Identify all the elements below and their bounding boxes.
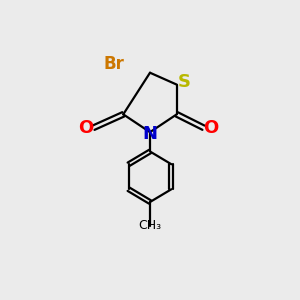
- Text: O: O: [203, 119, 219, 137]
- Text: CH₃: CH₃: [138, 219, 162, 232]
- Text: Br: Br: [104, 55, 125, 73]
- Text: S: S: [178, 73, 191, 91]
- Text: O: O: [79, 119, 94, 137]
- Text: N: N: [142, 125, 158, 143]
